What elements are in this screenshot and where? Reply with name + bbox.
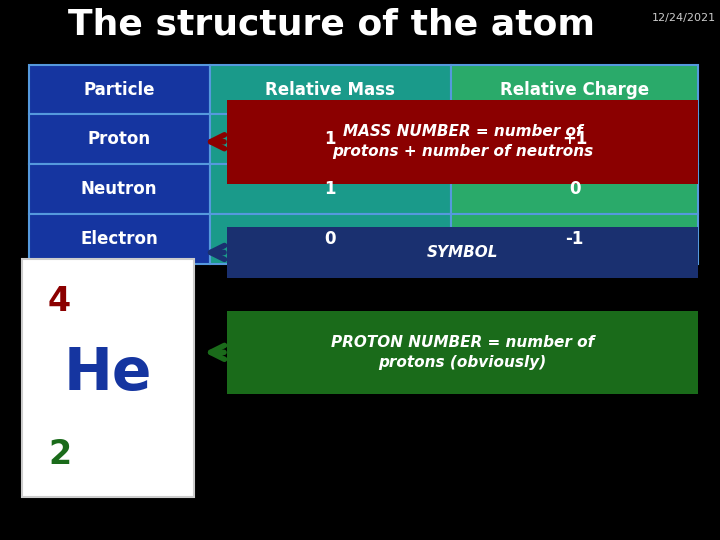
Text: Relative Mass: Relative Mass <box>265 80 395 99</box>
Text: 1: 1 <box>325 180 336 198</box>
FancyBboxPatch shape <box>227 310 698 394</box>
FancyBboxPatch shape <box>451 65 698 114</box>
Text: Electron: Electron <box>81 230 158 248</box>
FancyBboxPatch shape <box>210 114 451 164</box>
Text: He: He <box>64 345 152 402</box>
Text: +1: +1 <box>562 130 588 148</box>
FancyBboxPatch shape <box>210 214 451 264</box>
Text: PROTON NUMBER = number of
protons (obviously): PROTON NUMBER = number of protons (obvio… <box>331 335 594 370</box>
FancyBboxPatch shape <box>210 65 451 114</box>
FancyBboxPatch shape <box>29 65 210 114</box>
FancyBboxPatch shape <box>227 227 698 278</box>
FancyBboxPatch shape <box>22 259 194 497</box>
Text: 1: 1 <box>325 130 336 148</box>
FancyBboxPatch shape <box>451 214 698 264</box>
FancyBboxPatch shape <box>227 100 698 184</box>
Text: SYMBOL: SYMBOL <box>427 245 498 260</box>
FancyBboxPatch shape <box>210 164 451 214</box>
Text: 0: 0 <box>569 180 580 198</box>
Text: 0: 0 <box>325 230 336 248</box>
Text: Particle: Particle <box>84 80 155 99</box>
Text: MASS NUMBER = number of
protons + number of neutrons: MASS NUMBER = number of protons + number… <box>332 124 593 159</box>
Text: 12/24/2021: 12/24/2021 <box>652 14 716 24</box>
Text: 4: 4 <box>48 286 71 319</box>
Text: 2: 2 <box>48 437 71 470</box>
Text: -1: -1 <box>565 230 584 248</box>
Text: The structure of the atom: The structure of the atom <box>68 8 595 41</box>
FancyBboxPatch shape <box>29 114 210 164</box>
FancyBboxPatch shape <box>29 164 210 214</box>
Text: Relative Charge: Relative Charge <box>500 80 649 99</box>
FancyBboxPatch shape <box>451 164 698 214</box>
Text: Neutron: Neutron <box>81 180 158 198</box>
FancyBboxPatch shape <box>29 214 210 264</box>
FancyBboxPatch shape <box>451 114 698 164</box>
Text: Proton: Proton <box>88 130 150 148</box>
